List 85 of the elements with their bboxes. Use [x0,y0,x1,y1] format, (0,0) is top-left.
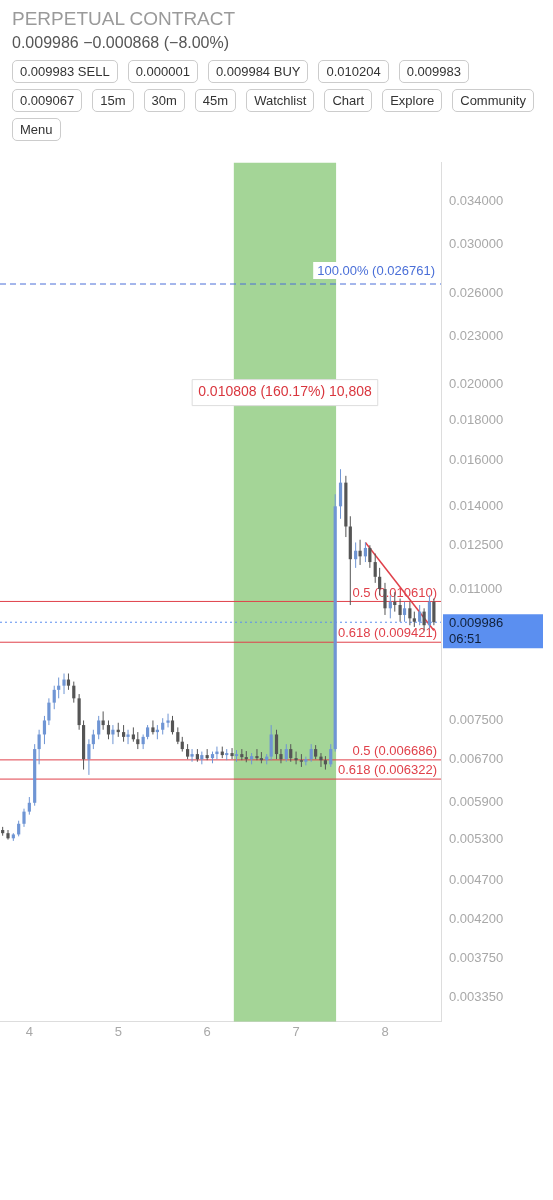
candlestick [329,743,333,768]
x-tick-label: 8 [381,1023,389,1039]
candlestick [408,601,412,626]
text: 45m [194,89,237,112]
ref-line-label: 0.618 (0.009421) [337,625,437,641]
text: 0.000001 [127,60,198,83]
candlestick [42,715,47,745]
candlestick [215,746,219,760]
candlestick [319,752,323,768]
candlestick [432,598,436,626]
text: 0.010204 [318,60,389,83]
candlestick [402,601,407,623]
candlestick [72,681,76,704]
candlestick [358,539,362,566]
candlestick [22,808,26,828]
candlestick [52,685,56,710]
y-tick-label: 0.011000 [449,580,503,596]
candlestick [166,713,170,728]
candlestick [6,829,10,841]
candlestick [368,544,372,569]
candlestick [269,724,273,761]
x-tick-label: 6 [203,1023,211,1039]
candlestick [304,756,308,766]
y-tick-label: 0.004700 [449,872,504,888]
x-tick-label: 4 [25,1023,33,1039]
candlestick [57,677,61,699]
y-tick-label: 0.034000 [449,193,504,209]
y-tick-label: 0.012500 [449,536,504,552]
ref-line-label: 100.00% (0.026761) [317,263,435,279]
text: Menu [12,118,61,141]
candlestick [230,747,234,760]
text: 0.009983 [398,60,469,83]
y-tick-label: 0.005300 [449,831,504,847]
y-tick-label: 0.014000 [449,497,504,513]
candlestick [91,729,95,750]
chart-title: PERPETUAL CONTRACT [11,7,237,31]
y-tick-label: 0.030000 [449,236,504,252]
candlestick [87,738,91,776]
candlestick [151,719,155,735]
candlestick [62,673,66,695]
chart-subtitle: 0.009986 −0.000868 (−8.00%) [11,33,231,53]
candlestick [373,553,377,584]
candlestick [111,724,115,745]
ref-line-label: 0.618 (0.006322) [337,762,437,778]
y-tick-label: 0.003350 [449,988,504,1004]
candlestick [255,748,259,761]
candlestick [190,748,194,763]
x-tick-label: 7 [292,1023,300,1039]
y-tick-label: 0.026000 [449,285,504,301]
x-tick-label: 5 [114,1023,122,1039]
candlestick [398,598,402,623]
y-tick-label: 0.003750 [449,949,504,965]
text: Watchlist [246,89,315,112]
candlestick [274,729,279,760]
text: 0.009984 BUY [207,60,309,83]
candlestick [141,733,145,750]
text: 0.009067 [12,89,83,112]
text: Community [452,89,534,112]
candlestick [279,748,283,764]
candlestick [47,697,51,726]
y-tick-label: 0.020000 [449,375,504,391]
candlestick [37,729,41,765]
y-tick-label: 0.006700 [449,750,504,766]
text: 15m [92,89,134,112]
y-tick-label: 0.016000 [449,452,504,468]
y-tick-label: 0.018000 [449,411,504,427]
candlestick [338,468,343,520]
y-tick-label: 0.004200 [449,910,504,926]
candlestick [97,715,101,740]
text: 0.009983 SELL [12,60,118,83]
band-label: 0.010808 (160.17%) 10,808 [198,383,372,400]
candlestick [106,719,111,740]
text: Chart [324,89,373,112]
ref-line-label: 0.009986 06:51 [449,614,504,646]
candlestick [294,751,298,765]
y-tick-label: 0.023000 [449,327,504,343]
y-tick-label: 0.005900 [449,794,504,810]
y-tick-label: 0.007500 [449,712,504,728]
text: Explore [382,89,443,112]
candlestick [170,715,175,735]
text: 30m [143,89,185,112]
candlestick [126,729,130,745]
ref-line-label: 0.5 (0.006686) [352,742,437,758]
candlestick [418,604,422,626]
candlestick [101,710,105,731]
